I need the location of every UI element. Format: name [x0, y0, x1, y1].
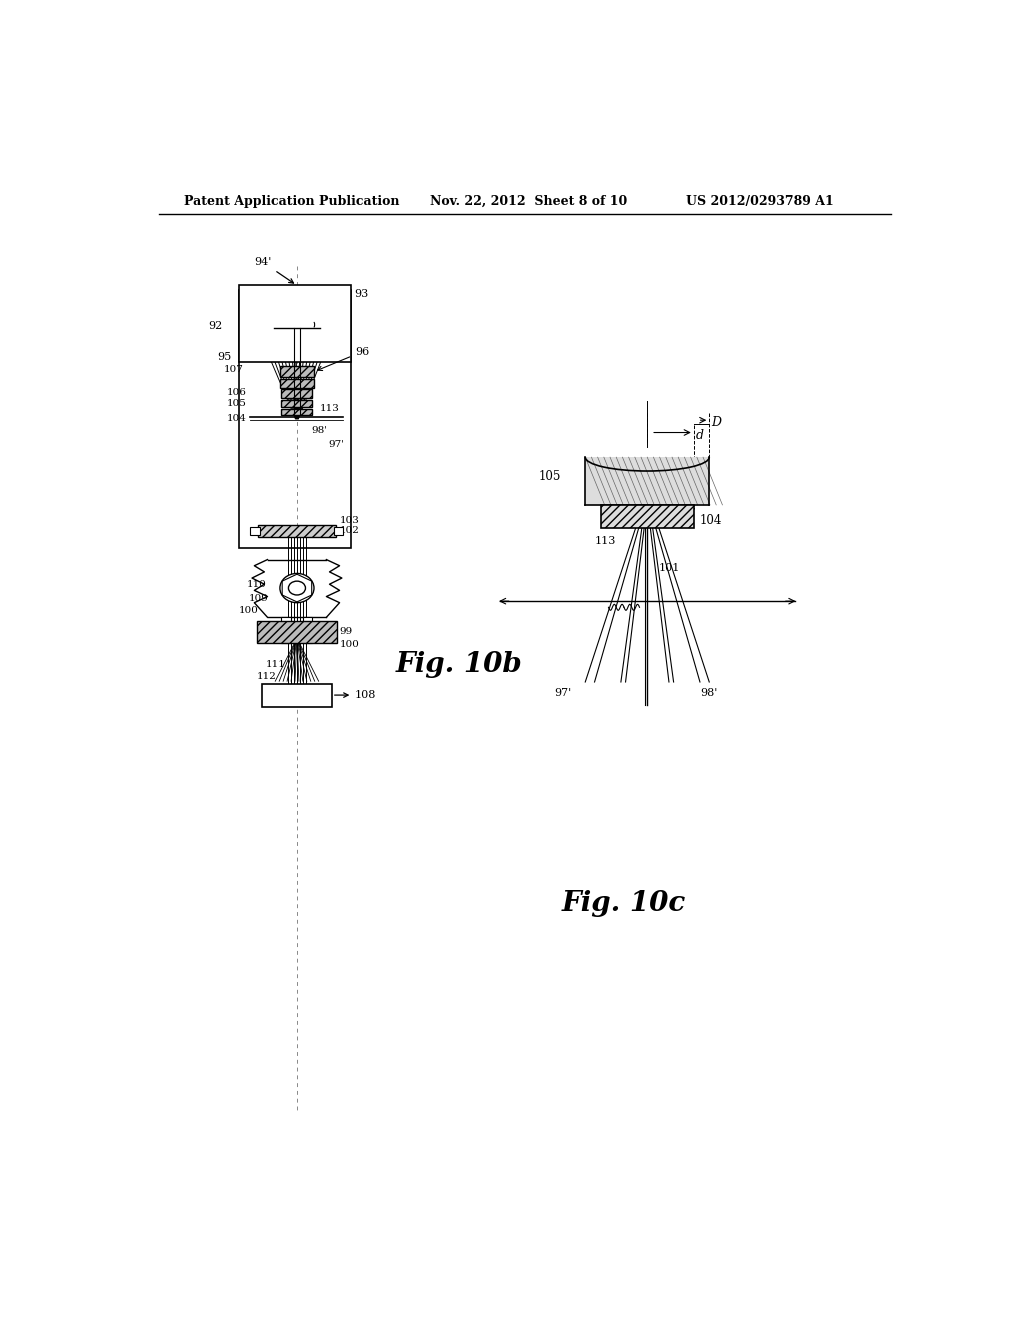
Bar — [282, 618, 291, 643]
Bar — [258, 525, 336, 537]
Bar — [282, 389, 312, 397]
Text: 104: 104 — [700, 515, 722, 527]
Text: 97': 97' — [554, 688, 571, 698]
Bar — [303, 618, 312, 643]
Text: Fig. 10b: Fig. 10b — [395, 651, 522, 678]
Text: 109: 109 — [249, 594, 268, 603]
Text: 108: 108 — [335, 690, 377, 700]
Ellipse shape — [280, 573, 314, 603]
Bar — [251, 527, 260, 535]
Text: 100: 100 — [340, 640, 359, 649]
Bar — [282, 400, 312, 407]
Text: 105: 105 — [227, 399, 247, 408]
Text: 103: 103 — [340, 516, 359, 524]
Text: 100: 100 — [239, 606, 259, 615]
Text: Fig. 10c: Fig. 10c — [562, 890, 686, 917]
Text: 110: 110 — [247, 581, 266, 589]
Text: 95: 95 — [217, 351, 231, 362]
Bar — [239, 285, 351, 363]
Text: 92: 92 — [208, 321, 222, 331]
Text: D: D — [712, 416, 722, 429]
Text: 93: 93 — [354, 289, 369, 300]
Bar — [262, 684, 332, 706]
Text: 104: 104 — [227, 414, 247, 422]
Bar — [601, 506, 693, 528]
Text: 99: 99 — [340, 627, 353, 636]
Bar — [280, 367, 314, 378]
Bar — [334, 527, 343, 535]
FancyBboxPatch shape — [586, 457, 710, 506]
Text: Nov. 22, 2012  Sheet 8 of 10: Nov. 22, 2012 Sheet 8 of 10 — [430, 195, 628, 209]
Text: 105: 105 — [539, 470, 561, 483]
Text: 97': 97' — [328, 441, 344, 449]
Text: 101: 101 — [658, 562, 680, 573]
Text: Patent Application Publication: Patent Application Publication — [183, 195, 399, 209]
Bar — [282, 409, 312, 414]
Bar — [280, 379, 314, 388]
Text: 98': 98' — [700, 688, 718, 698]
Ellipse shape — [289, 581, 305, 595]
Text: 106: 106 — [227, 388, 247, 397]
Text: US 2012/0293789 A1: US 2012/0293789 A1 — [686, 195, 834, 209]
Text: 111: 111 — [266, 660, 286, 669]
Text: 107: 107 — [223, 364, 244, 374]
Text: 102: 102 — [340, 527, 359, 536]
Text: 98': 98' — [311, 426, 327, 436]
Text: 112: 112 — [257, 672, 276, 681]
Bar — [257, 622, 337, 643]
Text: 113: 113 — [321, 404, 340, 413]
Text: 113: 113 — [595, 536, 615, 545]
Bar — [239, 290, 351, 548]
Text: 94': 94' — [254, 257, 294, 282]
Text: d: d — [696, 429, 705, 442]
Text: 96: 96 — [317, 347, 370, 371]
